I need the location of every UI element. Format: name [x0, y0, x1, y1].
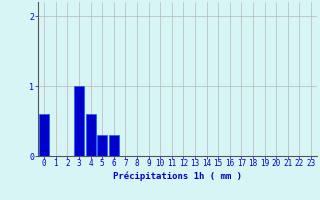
X-axis label: Précipitations 1h ( mm ): Précipitations 1h ( mm ) [113, 171, 242, 181]
Bar [109, 135, 119, 156]
Bar [86, 114, 96, 156]
Bar [39, 114, 49, 156]
Bar [97, 135, 107, 156]
Bar [74, 86, 84, 156]
